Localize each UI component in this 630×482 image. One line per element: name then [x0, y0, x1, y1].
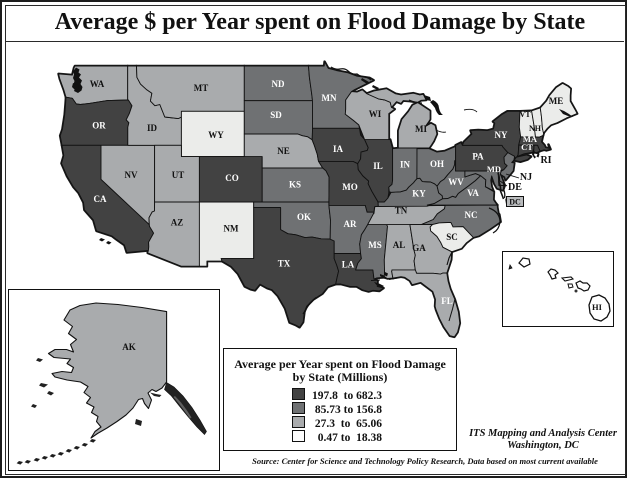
- svg-text:SD: SD: [270, 110, 282, 120]
- svg-text:WY: WY: [208, 130, 224, 140]
- svg-text:MN: MN: [322, 93, 337, 103]
- svg-text:OR: OR: [92, 121, 106, 131]
- svg-text:GA: GA: [412, 243, 426, 253]
- svg-text:ME: ME: [549, 96, 564, 106]
- svg-text:CA: CA: [94, 194, 107, 204]
- svg-text:NV: NV: [125, 170, 138, 180]
- svg-text:MA: MA: [523, 134, 538, 144]
- svg-text:DC: DC: [509, 198, 521, 207]
- svg-text:UT: UT: [172, 170, 185, 180]
- svg-text:IL: IL: [373, 161, 383, 171]
- svg-text:NC: NC: [465, 210, 478, 220]
- svg-text:AK: AK: [122, 342, 136, 352]
- svg-text:WA: WA: [90, 79, 105, 89]
- svg-text:VA: VA: [467, 188, 479, 198]
- svg-text:DE: DE: [508, 182, 522, 193]
- svg-text:PA: PA: [472, 152, 484, 162]
- svg-text:ID: ID: [147, 123, 158, 133]
- svg-text:MO: MO: [342, 182, 358, 192]
- svg-text:HI: HI: [592, 302, 603, 312]
- svg-text:KY: KY: [412, 189, 426, 199]
- svg-text:AL: AL: [393, 240, 406, 250]
- svg-text:NH: NH: [529, 124, 542, 133]
- svg-text:NE: NE: [277, 146, 290, 156]
- svg-text:OH: OH: [430, 159, 444, 169]
- svg-text:AR: AR: [344, 219, 357, 229]
- svg-text:MI: MI: [415, 124, 427, 134]
- svg-text:SC: SC: [446, 232, 458, 242]
- svg-text:LA: LA: [342, 260, 355, 270]
- svg-text:CO: CO: [225, 173, 239, 183]
- svg-text:WI: WI: [369, 109, 382, 119]
- svg-text:ND: ND: [272, 79, 285, 89]
- svg-text:NJ: NJ: [520, 172, 532, 183]
- svg-text:TX: TX: [278, 259, 291, 269]
- svg-text:CT: CT: [521, 142, 533, 152]
- svg-text:MS: MS: [368, 240, 382, 250]
- svg-text:RI: RI: [540, 155, 551, 166]
- svg-text:AZ: AZ: [171, 218, 184, 228]
- svg-text:WV: WV: [448, 177, 464, 187]
- svg-text:KS: KS: [289, 180, 301, 190]
- svg-text:VT: VT: [519, 110, 531, 119]
- svg-text:FL: FL: [441, 296, 453, 306]
- svg-text:IA: IA: [333, 144, 344, 154]
- svg-text:IN: IN: [400, 160, 411, 170]
- svg-text:MD: MD: [487, 164, 501, 174]
- svg-text:OK: OK: [297, 212, 311, 222]
- svg-text:NY: NY: [495, 130, 508, 140]
- svg-text:MT: MT: [194, 83, 209, 93]
- svg-text:NM: NM: [224, 224, 239, 234]
- svg-text:TN: TN: [395, 206, 408, 216]
